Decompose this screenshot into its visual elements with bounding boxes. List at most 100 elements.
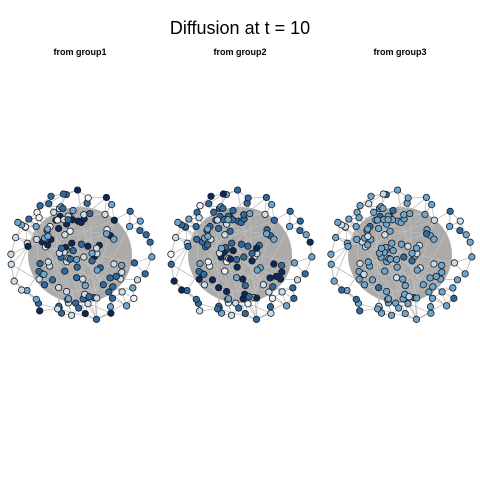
network-node (338, 286, 346, 294)
network-node (427, 309, 435, 317)
network-node (192, 295, 200, 303)
network-node (267, 309, 275, 317)
network-node (61, 231, 69, 239)
network-node (248, 249, 256, 257)
network-edge (36, 212, 80, 309)
network-edge (10, 246, 29, 265)
network-node (355, 275, 363, 283)
network-node (301, 270, 309, 278)
network-node (266, 303, 275, 311)
network-node (215, 284, 223, 292)
network-node (364, 232, 372, 240)
network-node (456, 217, 464, 225)
network-node (217, 244, 226, 252)
network-node (327, 250, 335, 258)
network-node (446, 207, 454, 215)
network-node (35, 214, 43, 222)
network-edge (346, 197, 409, 291)
network-node (72, 274, 81, 282)
network-node (106, 303, 115, 311)
network-node (330, 277, 338, 285)
network-node (45, 200, 53, 208)
network-node (226, 227, 234, 235)
network-node (36, 307, 44, 315)
network-node (270, 260, 278, 268)
network-node (24, 242, 32, 250)
network-edge (256, 245, 260, 320)
network-node (44, 225, 52, 233)
network-node (36, 260, 44, 268)
network-node (69, 247, 77, 255)
network-node (53, 216, 62, 224)
network-node (47, 192, 55, 200)
network-node (373, 216, 382, 224)
network-node (239, 275, 247, 283)
network-edge (196, 212, 240, 309)
network-node (248, 257, 256, 265)
network-node (64, 216, 72, 224)
network-node (450, 294, 458, 302)
network-node (422, 230, 431, 238)
network-node (446, 222, 454, 231)
network-node (364, 241, 372, 249)
network-node (356, 202, 364, 210)
network-node (79, 275, 87, 283)
network-node (86, 209, 94, 218)
network-node (377, 244, 386, 252)
network-node (426, 274, 434, 282)
network-node (204, 241, 212, 249)
network-node (360, 270, 368, 278)
network-edge (13, 226, 37, 282)
network-node (105, 288, 113, 296)
network-node (196, 307, 204, 315)
network-node (381, 267, 389, 275)
network-node (404, 194, 412, 202)
network-node (404, 300, 412, 308)
network-edge (215, 220, 220, 307)
network-node (81, 309, 89, 318)
network-node (270, 216, 278, 224)
network-edge (416, 245, 420, 320)
network-node (296, 217, 304, 225)
network-node (388, 239, 396, 247)
network-node (44, 232, 52, 240)
network-node (389, 206, 397, 215)
network-edge (47, 219, 115, 246)
network-node (278, 261, 286, 270)
network-node (228, 239, 236, 247)
network-edge (375, 220, 380, 307)
network-node (174, 218, 182, 227)
network-node (106, 274, 114, 282)
network-panel-2 (167, 186, 316, 323)
network-node (296, 226, 304, 235)
network-panel-3 (327, 186, 476, 323)
network-node (196, 202, 204, 210)
network-node (48, 276, 57, 284)
network-node (374, 305, 382, 313)
network-node (461, 270, 469, 278)
network-node (110, 216, 118, 224)
network-node (344, 242, 352, 250)
network-node (401, 281, 409, 290)
network-node (232, 274, 241, 282)
network-node (229, 206, 237, 215)
network-node (232, 255, 241, 264)
network-node (80, 211, 88, 219)
network-node (130, 294, 138, 302)
network-node (356, 307, 364, 315)
network-node (268, 201, 276, 209)
network-node (384, 295, 393, 303)
network-edge (181, 224, 250, 298)
network-node (266, 274, 274, 282)
network-node (269, 283, 277, 291)
network-node (85, 293, 93, 301)
network-node (126, 222, 134, 231)
network-node (425, 288, 433, 296)
network-node (229, 247, 237, 255)
network-node (10, 277, 18, 285)
network-node (428, 201, 436, 209)
network-node (395, 304, 403, 312)
network-node (141, 270, 149, 278)
network-node (118, 268, 126, 276)
network-node (208, 276, 217, 284)
